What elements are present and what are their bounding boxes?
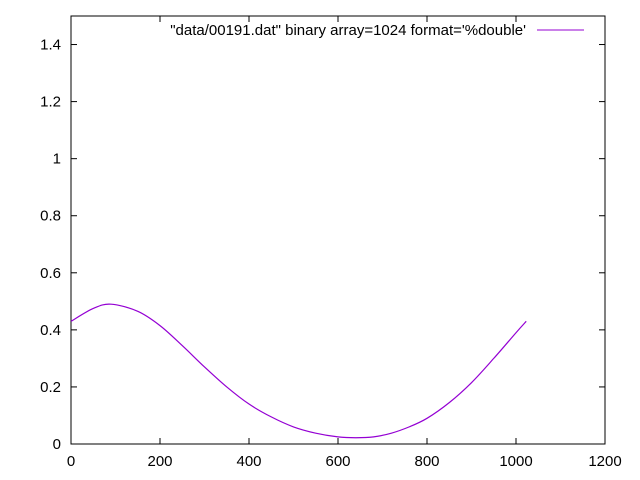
x-tick-label: 400 bbox=[236, 453, 261, 470]
series-layer bbox=[70, 303, 527, 439]
legend-label: "data/00191.dat" binary array=1024 forma… bbox=[170, 22, 526, 39]
y-tick-label: 0.4 bbox=[40, 322, 61, 339]
plot-frame bbox=[70, 15, 606, 445]
y-tick-label: 1 bbox=[53, 151, 61, 168]
series-line bbox=[70, 303, 527, 439]
x-tick-label: 0 bbox=[67, 453, 75, 470]
x-tick-label: 800 bbox=[414, 453, 439, 470]
x-tick-label: 1000 bbox=[499, 453, 532, 470]
x-tick-label: 200 bbox=[147, 453, 172, 470]
y-tick-label: 1.2 bbox=[40, 94, 61, 111]
axis-ticks bbox=[70, 16, 606, 445]
axis-tick-labels: 0 200 400 600 800 1000 1200 0 0.2 0.4 0.6 0.8 1 1.2 1.… bbox=[40, 37, 622, 470]
y-tick-label: 1.4 bbox=[40, 37, 61, 54]
x-tick-label: 600 bbox=[325, 453, 350, 470]
y-tick-label: 0.6 bbox=[40, 265, 61, 282]
y-tick-label: 0 bbox=[53, 436, 61, 453]
legend: "data/00191.dat" binary array=1024 forma… bbox=[170, 22, 584, 39]
y-tick-label: 0.8 bbox=[40, 208, 61, 225]
y-tick-label: 0.2 bbox=[40, 379, 61, 396]
x-tick-label: 1200 bbox=[588, 453, 621, 470]
